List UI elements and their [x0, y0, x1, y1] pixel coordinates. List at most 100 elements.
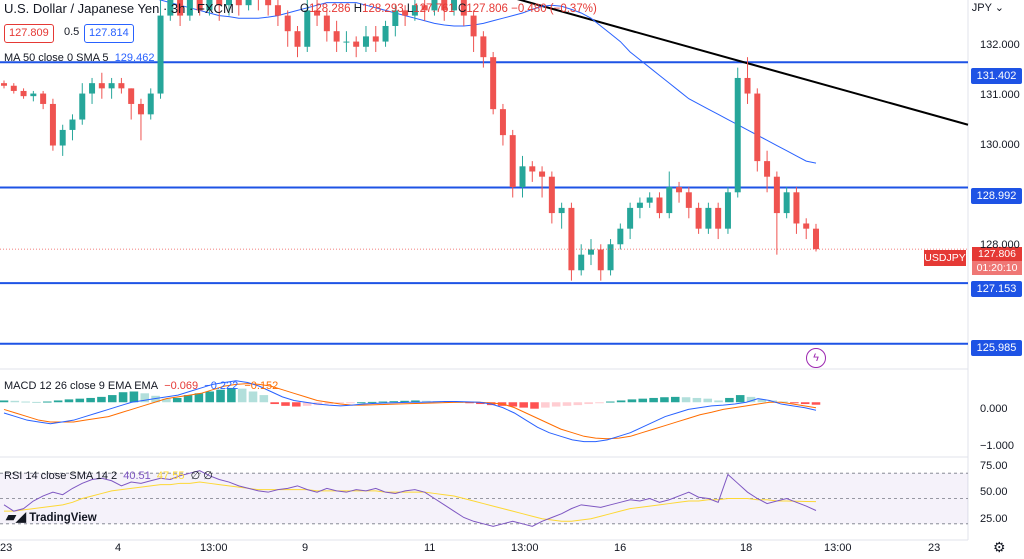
- last-price-tag: 127.806: [972, 247, 1022, 261]
- macd-histogram-bar: [649, 397, 658, 403]
- macd-histogram-bar: [205, 391, 214, 403]
- candle-body: [451, 0, 458, 11]
- macd-histogram-bar: [237, 388, 247, 403]
- macd-legend[interactable]: MACD 12 26 close 9 EMA EMA −0.069 −0.222…: [4, 380, 279, 392]
- buy-button[interactable]: 127.814: [84, 24, 134, 43]
- macd-histogram-bar: [400, 400, 409, 403]
- macd-histogram-bar: [172, 397, 182, 403]
- candle-body: [157, 15, 164, 94]
- candle-body: [147, 93, 154, 115]
- macd-histogram-bar: [660, 397, 669, 403]
- candle-body: [108, 83, 115, 89]
- candle-body: [128, 88, 135, 104]
- macd-histogram-bar: [97, 396, 106, 403]
- candle-body: [226, 0, 233, 6]
- candle-body: [294, 31, 301, 47]
- macd-histogram-bar: [378, 401, 388, 403]
- macd-histogram-bar: [281, 402, 290, 406]
- candle-body: [656, 197, 663, 214]
- macd-histogram-bar: [259, 395, 269, 403]
- level-label-131402[interactable]: 131.402: [971, 68, 1022, 84]
- ohlc-close: 127.806: [466, 3, 508, 15]
- candle-body: [40, 93, 47, 104]
- sell-button[interactable]: 127.809: [4, 24, 54, 43]
- macd-histogram-bar: [573, 402, 583, 406]
- candle-body: [539, 171, 546, 177]
- candle-body: [333, 31, 340, 42]
- candle-body: [274, 5, 281, 16]
- ma-value: 129.462: [114, 52, 155, 64]
- candle-body: [470, 15, 477, 37]
- macd-histogram-bar: [324, 402, 334, 405]
- macd-histogram-bar: [357, 402, 366, 404]
- symbol-title[interactable]: U.S. Dollar / Japanese Yen · 3h · FXCM: [4, 1, 234, 16]
- ma-legend[interactable]: MA 50 close 0 SMA 5 129.462: [4, 52, 155, 64]
- macd-histogram-bar: [21, 401, 30, 403]
- x-tick-6: 16: [614, 542, 627, 554]
- candle-body: [284, 15, 291, 32]
- candle-body: [587, 249, 594, 255]
- candle-body: [245, 0, 252, 6]
- rsi-line: [3, 470, 817, 527]
- candle-body: [314, 10, 321, 16]
- macd-histogram-bar: [595, 402, 604, 404]
- macd-signal-line: [3, 383, 817, 440]
- candle-body: [382, 25, 389, 42]
- macd-histogram-bar: [411, 400, 420, 403]
- macd-histogram-bar: [248, 391, 258, 403]
- macd-line: [3, 380, 817, 443]
- candle-body: [460, 0, 467, 16]
- macd-histogram-bar: [0, 400, 9, 403]
- candle-body: [578, 254, 585, 271]
- macd-histogram-bar: [562, 402, 572, 406]
- candle-body: [480, 36, 487, 58]
- candle-body: [705, 207, 712, 229]
- macd-histogram-bar: [746, 396, 756, 403]
- candle-body: [744, 77, 751, 94]
- rsi-legend[interactable]: RSI 14 close SMA 14 2 40.51 47.55 ∅ ∅: [4, 470, 213, 482]
- candle-body: [304, 10, 311, 47]
- candle-body: [734, 77, 741, 193]
- macd-histogram-bar: [476, 402, 485, 405]
- candle-body: [353, 41, 360, 47]
- macd-histogram-bar: [346, 402, 355, 404]
- rsi-tick-50: 50.00: [980, 486, 1008, 498]
- macd-histogram-bar: [107, 395, 117, 403]
- macd-histogram-bar: [606, 401, 615, 403]
- candle-body: [715, 207, 722, 229]
- macd-histogram-bar: [367, 401, 377, 403]
- candle-body: [98, 83, 105, 89]
- candle-body: [509, 135, 516, 188]
- macd-histogram-bar: [725, 397, 734, 403]
- level-label-127153[interactable]: 127.153: [971, 281, 1022, 297]
- macd-histogram-bar: [681, 397, 691, 403]
- macd-histogram-bar: [790, 402, 799, 404]
- candle-body: [10, 85, 17, 91]
- flash-alert-icon[interactable]: ϟ: [806, 348, 826, 368]
- ohlc-open: 128.286: [308, 3, 351, 15]
- macd-histogram-bar: [53, 400, 63, 403]
- x-tick-4: 11: [424, 542, 436, 554]
- x-tick-2: 13:00: [200, 542, 228, 554]
- macd-histogram-bar: [703, 398, 713, 403]
- bar-countdown: 01:20:10: [972, 261, 1022, 275]
- candle-body: [206, 0, 213, 11]
- candle-body: [265, 0, 272, 6]
- level-label-125985[interactable]: 125.985: [971, 340, 1022, 356]
- macd-histogram-bar: [43, 401, 52, 403]
- x-tick-7: 18: [740, 542, 753, 554]
- candle-body: [79, 93, 86, 120]
- settings-gear-icon[interactable]: ⚙: [993, 539, 1006, 555]
- macd-histogram-bar: [64, 399, 74, 403]
- level-label-128992[interactable]: 128.992: [971, 188, 1022, 204]
- tradingview-logo[interactable]: ▰◢ TradingView: [6, 509, 97, 524]
- macd-histogram-bar: [292, 402, 301, 407]
- candle-body: [89, 83, 96, 94]
- candle-body: [636, 202, 643, 208]
- currency-selector[interactable]: JPY ⌄: [971, 2, 1004, 14]
- x-tick-1: 4: [115, 542, 122, 554]
- candle-body: [548, 176, 555, 214]
- x-tick-9: 23: [928, 542, 941, 554]
- candle-body: [362, 36, 369, 47]
